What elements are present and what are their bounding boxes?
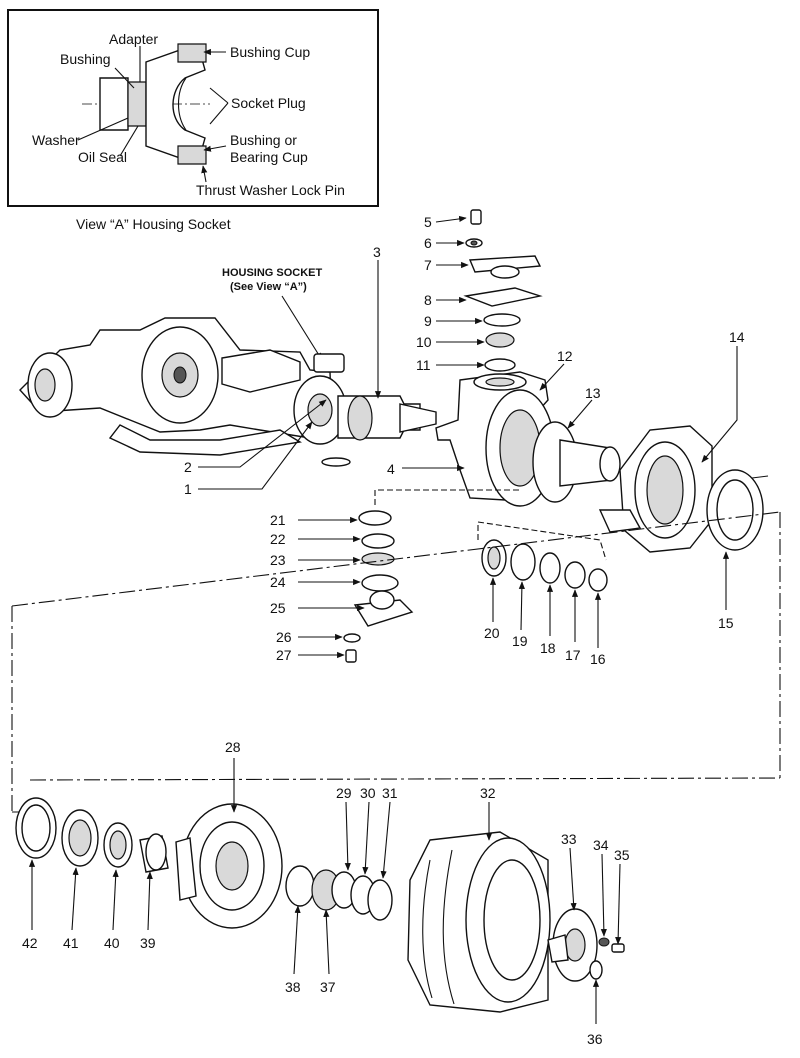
label-adapter: Adapter: [109, 31, 158, 47]
callout-35: 35: [614, 847, 630, 863]
callout-31: 31: [382, 785, 398, 801]
callout-numbers: 1 2 3 4 5 6 7 8 9 10 11 12 13 14 15 16 1…: [22, 214, 745, 1047]
view-a-caption: View “A” Housing Socket: [76, 216, 231, 232]
callout-15: 15: [718, 615, 734, 631]
callout-11: 11: [416, 357, 431, 373]
callout-24: 24: [270, 574, 286, 590]
label-bearing-cup: Bearing Cup: [230, 149, 308, 165]
callout-18: 18: [540, 640, 556, 656]
kingpin-lower-stack: [343, 510, 414, 663]
callout-23: 23: [270, 552, 286, 568]
brake-spider: [598, 425, 769, 553]
label-bushing: Bushing: [60, 51, 111, 67]
callout-2: 2: [184, 459, 192, 475]
callout-6: 6: [424, 235, 432, 251]
label-bushing-or: Bushing or: [230, 132, 297, 148]
callout-27: 27: [276, 647, 292, 663]
callout-30: 30: [360, 785, 376, 801]
callout-32: 32: [480, 785, 496, 801]
callout-3: 3: [373, 244, 381, 260]
label-socket-plug: Socket Plug: [231, 95, 306, 111]
housing-socket-subtitle: (See View “A”): [230, 281, 307, 293]
axle-housing: [19, 317, 437, 467]
callout-20: 20: [484, 625, 500, 641]
callout-34: 34: [593, 837, 609, 853]
callout-7: 7: [424, 257, 432, 273]
callout-5: 5: [424, 214, 432, 230]
view-a-inset: Adapter Bushing Bushing Cup Socket Plug …: [7, 9, 379, 207]
callout-8: 8: [424, 292, 432, 308]
callout-39: 39: [140, 935, 156, 951]
callout-leaders: [28, 215, 738, 1024]
callout-28: 28: [225, 739, 241, 755]
callout-1: 1: [184, 481, 192, 497]
housing-socket-title: HOUSING SOCKET: [222, 267, 323, 279]
callout-22: 22: [270, 531, 286, 547]
callout-12: 12: [557, 348, 573, 364]
callout-17: 17: [565, 647, 581, 663]
kingpin-upper-stack: [463, 209, 543, 372]
spindle-seals: [481, 539, 608, 592]
callout-36: 36: [587, 1031, 603, 1047]
wheel-end-parts: [15, 797, 625, 1013]
callout-37: 37: [320, 979, 336, 995]
callout-13: 13: [585, 385, 601, 401]
callout-40: 40: [104, 935, 120, 951]
callout-10: 10: [416, 334, 432, 350]
callout-42: 42: [22, 935, 38, 951]
label-thrust-washer-lock-pin: Thrust Washer Lock Pin: [196, 182, 345, 198]
callout-25: 25: [270, 600, 286, 616]
callout-19: 19: [512, 633, 528, 649]
callout-21: 21: [270, 512, 286, 528]
label-washer: Washer: [32, 132, 80, 148]
callout-26: 26: [276, 629, 292, 645]
callout-33: 33: [561, 831, 577, 847]
callout-29: 29: [336, 785, 352, 801]
callout-16: 16: [590, 651, 606, 667]
view-a-frame: [7, 9, 379, 207]
callout-38: 38: [285, 979, 301, 995]
label-oil-seal: Oil Seal: [78, 149, 127, 165]
callout-14: 14: [729, 329, 745, 345]
label-bushing-cup: Bushing Cup: [230, 44, 310, 60]
callout-4: 4: [387, 461, 395, 477]
callout-9: 9: [424, 313, 432, 329]
callout-41: 41: [63, 935, 79, 951]
